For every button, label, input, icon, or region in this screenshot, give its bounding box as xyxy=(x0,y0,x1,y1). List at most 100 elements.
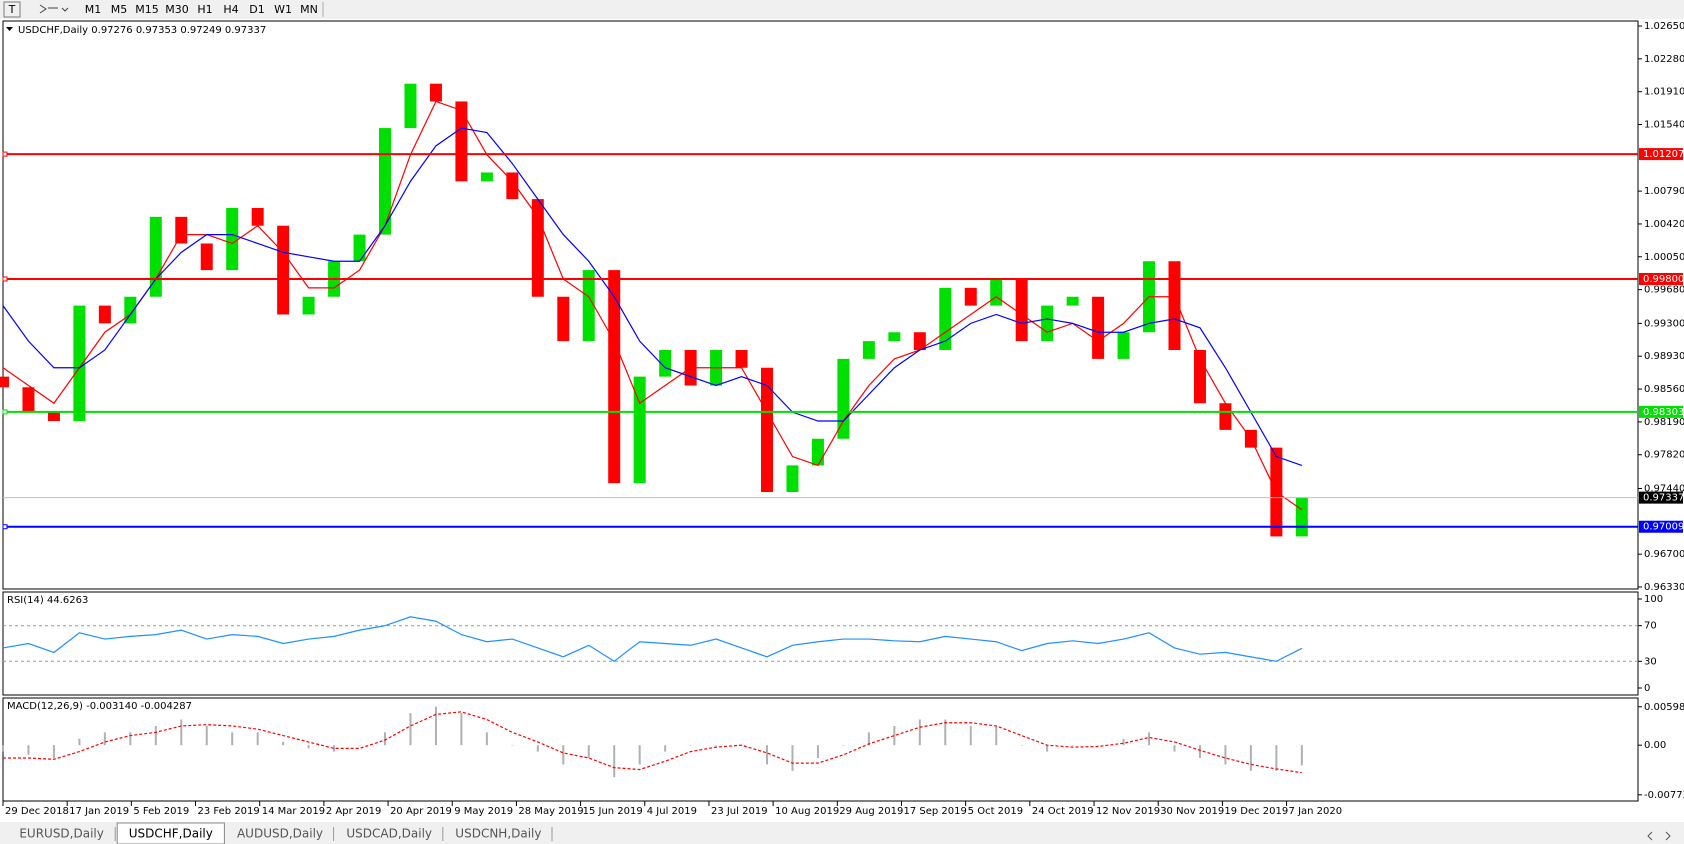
macd-bar xyxy=(256,732,259,746)
x-tick-label: 29 Aug 2019 xyxy=(839,806,903,817)
macd-bar xyxy=(333,745,336,752)
timeframe-button[interactable] xyxy=(162,1,192,18)
candle-body xyxy=(1066,296,1079,306)
tab-label: EURUSD,Daily xyxy=(19,827,104,841)
candle-body xyxy=(73,305,86,422)
level-handle[interactable] xyxy=(2,151,8,157)
x-tick-label: 28 May 2019 xyxy=(518,806,583,817)
macd-bar xyxy=(918,719,921,746)
y-tick-label: 70 xyxy=(1644,621,1657,632)
timeframe-label: M1 xyxy=(85,3,102,16)
macd-bar xyxy=(485,732,488,746)
active-tab[interactable] xyxy=(116,822,225,844)
candle-body xyxy=(200,243,213,271)
tab[interactable] xyxy=(226,826,334,844)
macd-bar xyxy=(2,745,4,752)
timeframe-label: M5 xyxy=(111,3,128,16)
candle-body xyxy=(404,83,417,129)
candle-body xyxy=(1219,403,1232,430)
timeframe-label: M30 xyxy=(165,3,189,16)
macd-bar xyxy=(995,725,998,746)
macd-bar xyxy=(613,745,616,778)
timeframe-button[interactable] xyxy=(218,1,244,18)
candle-body xyxy=(353,234,366,262)
timeframe-label: D1 xyxy=(249,3,264,16)
moving-average xyxy=(2,127,1303,466)
y-tick-label: 1.00050 xyxy=(1644,252,1684,263)
macd-bar xyxy=(78,738,81,746)
candle-body xyxy=(608,270,621,484)
x-tick-label: 7 Jan 2020 xyxy=(1289,806,1343,817)
main-panel xyxy=(2,20,1639,590)
x-tick-label: 10 Aug 2019 xyxy=(775,806,839,817)
level-handle[interactable] xyxy=(2,524,8,530)
macd-bar xyxy=(816,745,819,759)
candle-body xyxy=(302,296,315,315)
macd-bar xyxy=(129,732,132,746)
candle-body xyxy=(251,207,264,226)
indicator-title: MACD(12,26,9) -0.003140 -0.004287 xyxy=(7,701,192,712)
y-tick-label: -0.007737 xyxy=(1644,790,1684,801)
macd-bar xyxy=(715,745,718,746)
timeframe-button[interactable] xyxy=(192,1,218,18)
moving-average xyxy=(2,100,1303,511)
macd-bar xyxy=(944,719,947,746)
candle-body xyxy=(1168,261,1181,350)
candle-body xyxy=(480,172,493,182)
macd-bar xyxy=(1300,745,1303,766)
y-tick-label: 0 xyxy=(1644,683,1650,694)
timeframe-button[interactable] xyxy=(132,1,162,18)
candle-body xyxy=(557,296,570,342)
x-tick-label: 19 Dec 2019 xyxy=(1224,806,1288,817)
candle-body xyxy=(964,287,977,306)
macd-bar xyxy=(511,745,514,746)
tab[interactable] xyxy=(444,826,552,844)
tab-label: USDCAD,Daily xyxy=(346,827,432,841)
level-price-box xyxy=(1639,520,1683,533)
macd-bar xyxy=(1046,745,1049,752)
macd-bar xyxy=(205,725,208,746)
text-tool-icon: T xyxy=(8,3,16,16)
macd-bar xyxy=(867,732,870,746)
candle-body xyxy=(455,101,468,182)
x-tick-label: 2 Apr 2019 xyxy=(326,806,381,817)
tab-label: USDCHF,Daily xyxy=(129,827,213,841)
y-tick-label: 0.96700 xyxy=(1644,549,1684,560)
macd-bar xyxy=(1173,745,1176,752)
y-tick-label: 0.98190 xyxy=(1644,417,1684,428)
candle-body xyxy=(1015,278,1028,342)
timeframe-button[interactable] xyxy=(244,1,270,18)
macd-bar xyxy=(893,725,896,746)
macd-bar xyxy=(358,745,361,746)
candle-body xyxy=(888,332,901,342)
text-tool[interactable] xyxy=(3,1,21,18)
tab-scroll[interactable] xyxy=(1647,831,1671,841)
x-tick-label: 9 May 2019 xyxy=(454,806,513,817)
timeframe-label: M15 xyxy=(135,3,159,16)
macd-bar xyxy=(1071,745,1074,746)
tab[interactable] xyxy=(335,826,443,844)
rsi-panel xyxy=(2,591,1639,696)
x-tick-label: 15 Jun 2019 xyxy=(583,806,643,817)
y-tick-label: 0.96330 xyxy=(1644,582,1684,593)
line-tool[interactable] xyxy=(39,4,69,14)
chart-title: USDCHF,Daily 0.97276 0.97353 0.97249 0.9… xyxy=(18,25,266,36)
x-tick-label: 5 Oct 2019 xyxy=(968,806,1023,817)
current-price-box xyxy=(1639,491,1683,504)
timeframe-button[interactable] xyxy=(296,1,322,18)
macd-bar xyxy=(536,745,539,752)
timeframe-button[interactable] xyxy=(270,1,296,18)
macd-panel xyxy=(2,697,1639,802)
level-handle[interactable] xyxy=(2,409,8,415)
macd-bar xyxy=(103,732,106,746)
level-handle[interactable] xyxy=(2,276,8,282)
tab[interactable] xyxy=(8,826,116,844)
y-tick-label: 0.00 xyxy=(1644,740,1666,751)
timeframe-button[interactable] xyxy=(80,1,106,18)
macd-bar xyxy=(1275,745,1278,771)
timeframe-button[interactable] xyxy=(106,1,132,18)
y-tick-label: 1.02650 xyxy=(1644,21,1684,32)
y-tick-label: 0.97440 xyxy=(1644,483,1684,494)
current-price-label: 0.97337 xyxy=(1643,493,1684,504)
candle-body xyxy=(0,376,9,388)
